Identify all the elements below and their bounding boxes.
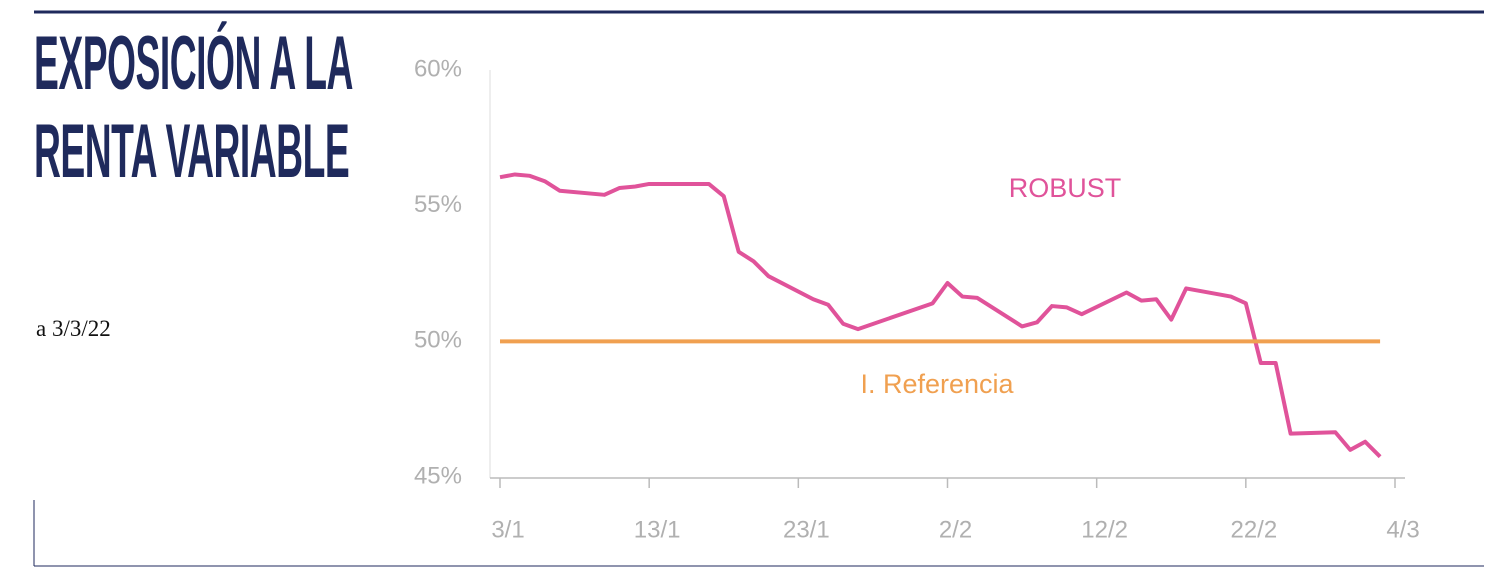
- y-tick-label: 55%: [414, 191, 462, 218]
- x-tick-label: 2/2: [939, 516, 972, 543]
- x-tick-label: 3/1: [491, 516, 524, 543]
- series-label: I. Referencia: [860, 369, 1014, 399]
- x-tick-label: 22/2: [1230, 516, 1277, 543]
- y-tick-label: 45%: [414, 462, 462, 489]
- y-tick-label: 60%: [414, 55, 462, 82]
- x-tick-label: 4/3: [1386, 516, 1419, 543]
- x-tick-label: 12/2: [1081, 516, 1128, 543]
- x-tick-label: 13/1: [634, 516, 681, 543]
- series-line: [499, 172, 1382, 459]
- series-label: ROBUST: [1009, 173, 1122, 203]
- x-tick-label: 23/1: [783, 516, 830, 543]
- y-tick-label: 50%: [414, 327, 462, 354]
- chart-title: EXPOSICIÓN A LA RENTA VARIABLE: [34, 21, 352, 194]
- chart-subtitle: a 3/3/22: [36, 316, 111, 341]
